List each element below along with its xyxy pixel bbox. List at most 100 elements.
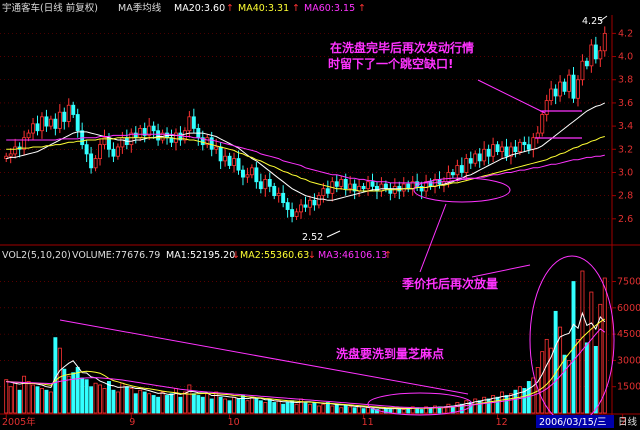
volume-bar	[473, 398, 478, 414]
candle-body	[84, 144, 89, 155]
volume-bar	[504, 395, 509, 414]
candle-body	[473, 153, 478, 164]
volume-bar	[111, 389, 116, 414]
volume-bar	[312, 402, 317, 414]
volume-bar	[598, 303, 603, 414]
date-readout: 2006/03/15/三	[539, 417, 606, 428]
volume-bar	[276, 400, 281, 414]
volume-bar	[593, 345, 598, 414]
volume-bar	[442, 407, 446, 414]
volume-bar	[285, 402, 290, 414]
candle-body	[334, 181, 339, 187]
volume-bar	[325, 402, 330, 414]
candle-body	[174, 132, 178, 143]
candle-body	[316, 195, 321, 206]
ma-lines	[6, 102, 606, 201]
ma60-up-arrow: ↑	[358, 3, 366, 14]
volume-bar	[544, 338, 549, 414]
volume-title: VOL2(5,10,20)	[2, 250, 71, 261]
volume-bar	[406, 408, 411, 414]
high-price-pointer	[599, 15, 608, 22]
volume-bar	[44, 389, 49, 414]
candle-body	[8, 153, 13, 157]
candle-body	[299, 204, 303, 213]
candle-body	[567, 74, 571, 92]
candle-body	[107, 137, 111, 150]
ma-label: MA季均线	[118, 2, 162, 14]
candlestick-series	[4, 26, 607, 223]
candle-body	[544, 100, 549, 115]
candle-body	[602, 32, 607, 52]
volume-bar	[477, 400, 482, 414]
candle-body	[200, 137, 205, 146]
date-tick-label: 12	[496, 417, 508, 428]
volume-bar	[165, 395, 169, 414]
volume-bar	[424, 406, 429, 414]
annotation-volume-again: 季价托后再次放量	[401, 276, 498, 291]
date-tick-label: 2	[621, 417, 627, 428]
price-tick-label: 3.8	[618, 75, 633, 86]
volume-bar	[482, 396, 487, 414]
volume-bar	[249, 396, 254, 414]
volume-bar	[576, 338, 580, 414]
candle-body	[580, 60, 585, 81]
candle-body	[57, 111, 62, 129]
volume-bar	[241, 395, 245, 414]
volume-bar	[589, 291, 594, 414]
date-tick-label: 10	[228, 417, 240, 428]
volume-readout: VOLUME:77676.79	[72, 250, 160, 261]
volume-bar	[517, 386, 522, 414]
low-volume-ellipse	[367, 392, 473, 416]
candle-body	[254, 167, 259, 183]
candle-body	[366, 181, 370, 190]
volume-grid	[0, 281, 616, 388]
candle-body	[348, 183, 353, 190]
candle-body	[13, 146, 18, 155]
candle-body	[303, 204, 308, 208]
candle-body	[406, 183, 411, 190]
volume-trendline	[59, 319, 469, 395]
candle-body	[258, 181, 263, 190]
volume-bar	[401, 409, 406, 414]
volume-bar	[209, 398, 214, 414]
candle-body	[383, 183, 388, 190]
volume-bar	[339, 407, 344, 414]
period-label: 日线	[618, 416, 638, 428]
candle-body	[281, 192, 286, 203]
candle-body	[267, 179, 272, 187]
candle-body	[558, 81, 563, 97]
candle-body	[182, 130, 187, 141]
volume-bar	[558, 326, 563, 414]
volume-tick-label: 4500	[617, 329, 640, 340]
candle-body	[147, 125, 152, 136]
volume-bar	[133, 393, 138, 414]
volume-bar	[107, 381, 111, 414]
candle-body	[415, 181, 420, 187]
volume-bar	[267, 398, 272, 414]
candle-body	[151, 125, 156, 132]
volume-bar	[491, 395, 496, 414]
volume-bar	[182, 391, 187, 414]
volume-bar	[540, 351, 545, 414]
volume-bar	[218, 396, 223, 414]
volume-bar	[187, 384, 192, 414]
volume-bar	[433, 405, 437, 414]
volume-bar	[459, 403, 464, 414]
volume-bar	[84, 379, 89, 414]
candle-body	[142, 128, 147, 136]
volume-bar	[178, 396, 183, 414]
volume-bar	[75, 367, 80, 414]
candle-body	[482, 148, 487, 162]
candle-body	[517, 141, 522, 152]
chart-title: 宇通客车(日线 前复权)	[2, 2, 98, 14]
volume-bar	[500, 391, 504, 414]
volume-bar	[40, 388, 44, 414]
candle-body	[500, 146, 504, 152]
volume-bar	[397, 408, 402, 414]
candle-body	[22, 137, 27, 150]
price-tick-label: 3.0	[618, 167, 633, 178]
candle-body	[236, 158, 241, 171]
date-readout-box	[536, 415, 614, 428]
